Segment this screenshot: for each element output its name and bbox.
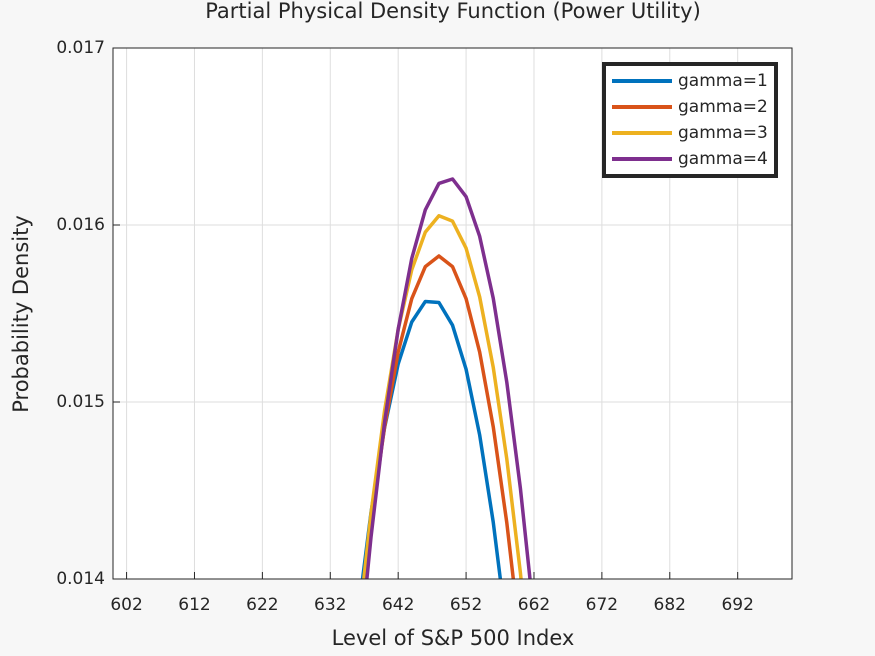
x-tick-label: 692 xyxy=(721,595,753,615)
axes-box xyxy=(112,47,793,580)
x-tick-label: 602 xyxy=(110,595,142,615)
chart-title: Partial Physical Density Function (Power… xyxy=(205,0,701,23)
legend-label: gamma=1 xyxy=(678,71,768,91)
x-tick-label: 652 xyxy=(450,595,482,615)
x-tick-label: 622 xyxy=(246,595,278,615)
lines xyxy=(360,177,532,579)
x-tick-label: 632 xyxy=(314,595,346,615)
x-tick-label: 662 xyxy=(518,595,550,615)
y-tick-label: 0.017 xyxy=(56,38,105,58)
x-tick-label: 612 xyxy=(178,595,210,615)
y-tick-label: 0.015 xyxy=(56,392,105,412)
x-tick-label: 682 xyxy=(654,595,686,615)
legend-label: gamma=3 xyxy=(678,123,768,143)
legend-label: gamma=4 xyxy=(678,149,768,169)
legend-label: gamma=2 xyxy=(678,97,768,117)
x-tick-label: 672 xyxy=(586,595,618,615)
y-tick-label: 0.014 xyxy=(56,569,105,589)
series-line xyxy=(365,177,532,579)
x-axis-label: Level of S&P 500 Index xyxy=(332,626,575,650)
y-axis-label: Probability Density xyxy=(9,215,33,413)
legend: gamma=1 gamma=2 gamma=3 gamma=4 xyxy=(602,62,778,178)
y-tick-label: 0.016 xyxy=(56,215,105,235)
x-tick-label: 642 xyxy=(382,595,414,615)
